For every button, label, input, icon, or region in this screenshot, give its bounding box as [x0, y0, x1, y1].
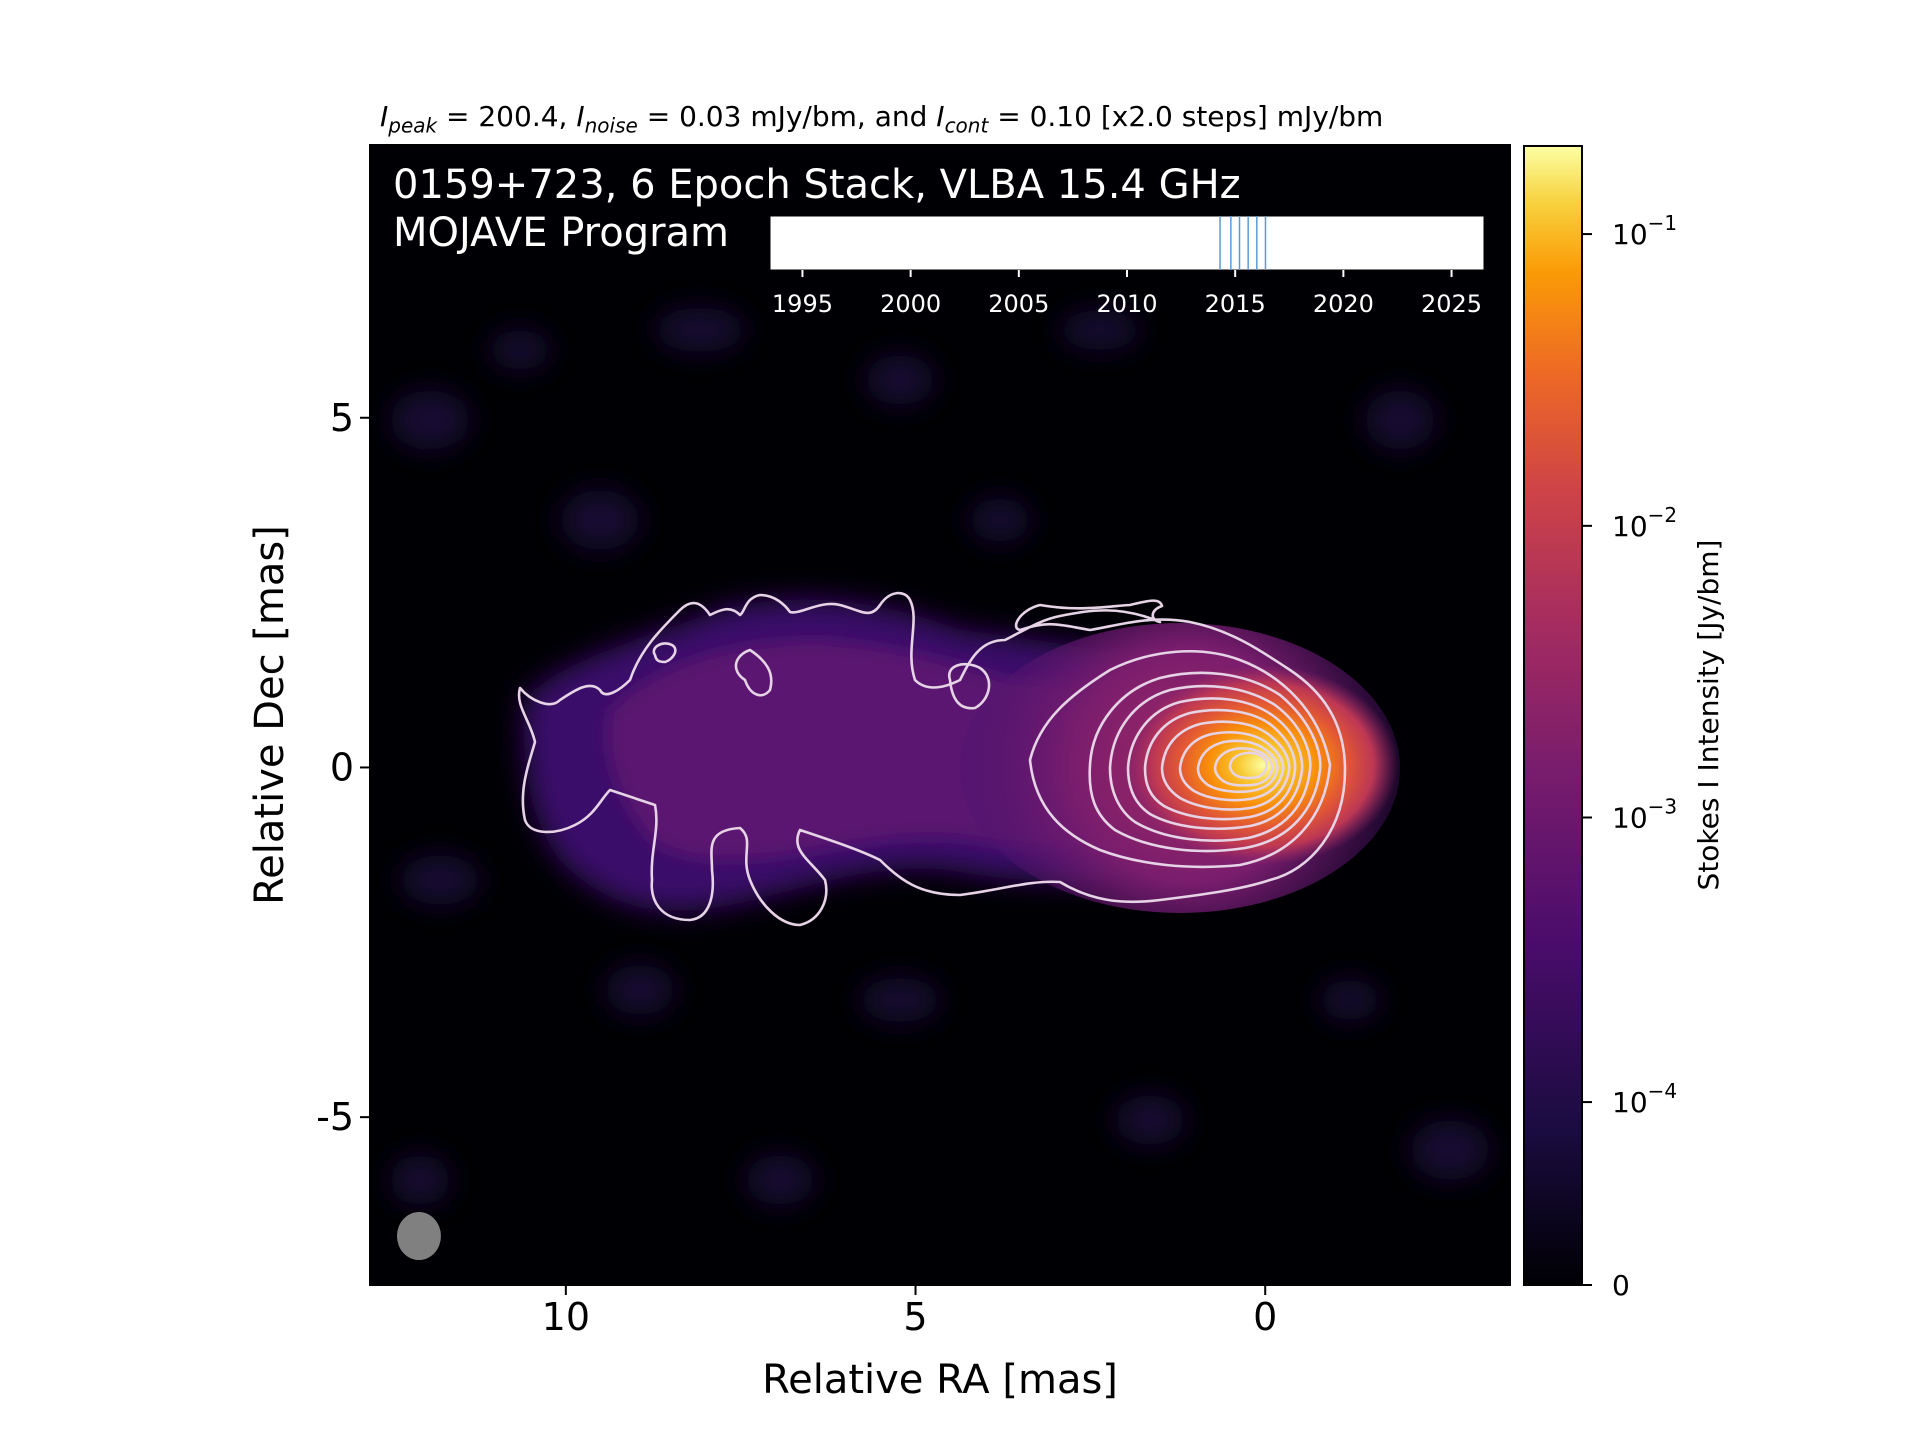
contour-level-8 [1178, 731, 1285, 802]
chart-title: Ipeak = 200.4, Inoise = 0.03 mJy/bm, and… [380, 100, 1383, 138]
contour-level-1-island-a [734, 648, 773, 697]
contour-level-10 [1213, 747, 1274, 787]
beam-ellipse [396, 1212, 441, 1261]
title-cont-symbol: I [936, 100, 945, 133]
timeline-tick-label: 2015 [1205, 290, 1266, 318]
image-frame [369, 144, 1511, 1286]
contour-level-2 [1028, 650, 1332, 869]
timeline-epochs [1219, 216, 1267, 270]
image-panel [370, 145, 1510, 1285]
contour-level-11 [1228, 751, 1268, 780]
x-axis-label: Relative RA [mas] [762, 1357, 1118, 1403]
timeline-tick-label: 2020 [1313, 290, 1374, 318]
title-peak-symbol: I [380, 100, 389, 133]
colorbar-tick-label: 10−4 [1612, 1079, 1677, 1119]
title-cont-text: = 0.10 [x2.0 steps] mJy/bm [988, 100, 1384, 133]
title-peak-subscript: peak [388, 113, 438, 138]
y-tick-label: 5 [330, 396, 354, 440]
colorbar-ticks: 10−1 10−2 10−3 10−4 0 [1582, 211, 1677, 1302]
title-noise-symbol: I [576, 100, 585, 133]
timeline-tick-label: 1995 [772, 290, 833, 318]
colorbar-label: Stokes I Intensity [Jy/bm] [1692, 540, 1725, 891]
colorbar: 10−1 10−2 10−3 10−4 0 Stokes I Intensity [Jy… [1523, 145, 1725, 1302]
contour-level-7 [1160, 720, 1291, 811]
timeline-tick-label: 2005 [988, 290, 1049, 318]
x-tick-label: 5 [903, 1295, 927, 1339]
epoch-timeline: 1995 2000 2005 2010 2015 2020 2025 [769, 215, 1485, 318]
title-noise-subscript: noise [584, 113, 638, 138]
source-annotation: 0159+723, 6 Epoch Stack, VLBA 15.4 GHz [393, 162, 1241, 208]
y-axis: 5 0 -5 [316, 396, 370, 1139]
contour-level-1-island-b [947, 663, 991, 710]
timeline-box [769, 215, 1485, 271]
title-cont-subscript: cont [944, 113, 989, 138]
contour-lines [517, 591, 1347, 927]
title-peak-text: = 200.4, [437, 100, 577, 133]
title-noise-text: = 0.03 mJy/bm, and [637, 100, 937, 133]
program-annotation: MOJAVE Program [393, 210, 729, 256]
colorbar-tick-label: 0 [1612, 1269, 1630, 1302]
x-tick-label: 0 [1253, 1295, 1277, 1339]
timeline-tick-label: 2010 [1096, 290, 1157, 318]
contour-level-5 [1126, 697, 1304, 830]
y-tick-label: -5 [316, 1095, 354, 1139]
timeline-ticks: 1995 2000 2005 2010 2015 2020 2025 [772, 270, 1482, 318]
contour-level-9 [1196, 739, 1279, 794]
contour-level-6 [1143, 708, 1297, 821]
colorbar-gradient [1523, 145, 1583, 1286]
contour-level-1-island-c [652, 642, 677, 664]
x-axis: 10 5 0 [542, 1285, 1277, 1339]
y-tick-label: 0 [330, 745, 354, 789]
y-axis-label: Relative Dec [mas] [247, 525, 293, 905]
colorbar-tick-label: 10−1 [1612, 211, 1677, 251]
noise-texture [390, 308, 1490, 1205]
colorbar-tick-label: 10−3 [1612, 795, 1677, 835]
colorbar-tick-label: 10−2 [1612, 503, 1677, 543]
contour-level-1 [517, 591, 1347, 927]
contour-level-4 [1108, 684, 1312, 842]
timeline-tick-label: 2000 [880, 290, 941, 318]
x-tick-label: 10 [542, 1295, 590, 1339]
timeline-tick-label: 2025 [1421, 290, 1482, 318]
contour-level-3 [1088, 671, 1322, 853]
